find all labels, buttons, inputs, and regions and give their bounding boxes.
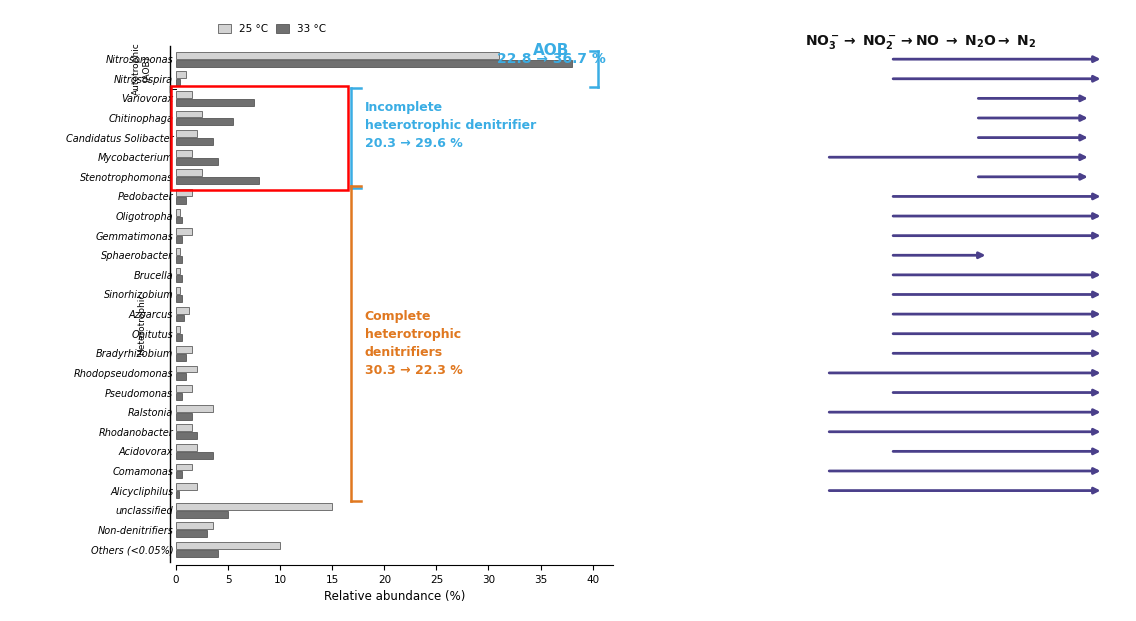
Bar: [176, 91, 192, 98]
Bar: [176, 158, 218, 165]
Bar: [176, 373, 186, 380]
Bar: [176, 236, 182, 243]
Bar: [176, 79, 181, 86]
Text: Complete
heterotrophic
denitrifiers
30.3 → 22.3 %: Complete heterotrophic denitrifiers 30.3…: [365, 310, 462, 377]
Bar: [176, 530, 207, 537]
Bar: [176, 178, 259, 184]
Bar: [176, 503, 332, 510]
Bar: [176, 464, 192, 471]
Bar: [176, 130, 197, 137]
Bar: [176, 522, 212, 529]
Bar: [176, 189, 192, 196]
Bar: [176, 60, 571, 66]
Bar: [176, 471, 182, 478]
Bar: [176, 327, 181, 333]
Text: Heterotrophic: Heterotrophic: [137, 292, 145, 355]
Bar: [176, 405, 212, 412]
Legend: 25 °C, 33 °C: 25 °C, 33 °C: [214, 20, 331, 39]
Bar: [176, 248, 181, 255]
Bar: [176, 197, 186, 204]
Bar: [176, 256, 182, 263]
Bar: [176, 354, 186, 361]
Bar: [176, 71, 186, 78]
Bar: [176, 412, 192, 420]
Bar: [176, 287, 181, 294]
Bar: [176, 510, 228, 517]
Bar: [176, 491, 179, 498]
Bar: [176, 366, 197, 373]
Bar: [176, 393, 182, 400]
Bar: [176, 138, 212, 145]
Bar: [176, 150, 192, 156]
Bar: [176, 295, 182, 302]
Text: Incomplete
heterotrophic denitrifier
20.3 → 29.6 %: Incomplete heterotrophic denitrifier 20.…: [365, 101, 536, 150]
Bar: [176, 542, 281, 549]
Text: $\mathbf{NO_3^-}$$\mathbf{\rightarrow}$ $\mathbf{NO_2^-}$$\mathbf{\rightarrow}$$: $\mathbf{NO_3^-}$$\mathbf{\rightarrow}$ …: [804, 34, 1036, 52]
X-axis label: Relative abundance (%): Relative abundance (%): [324, 591, 466, 604]
Bar: [176, 452, 212, 459]
Bar: [176, 209, 181, 215]
Bar: [176, 385, 192, 392]
Bar: [176, 268, 181, 274]
Bar: [176, 550, 218, 557]
Bar: [176, 346, 192, 353]
Bar: [176, 444, 197, 451]
Bar: [176, 52, 499, 58]
Text: AOB: AOB: [533, 43, 569, 58]
Bar: [176, 99, 254, 106]
Bar: [176, 483, 197, 490]
Bar: [176, 170, 202, 176]
Bar: [176, 424, 192, 431]
Bar: [176, 432, 197, 439]
Bar: [176, 111, 202, 117]
Text: 22.8 → 36.7 %: 22.8 → 36.7 %: [496, 52, 605, 66]
Bar: [176, 119, 233, 125]
Bar: [176, 229, 192, 235]
Bar: [176, 217, 182, 224]
Bar: [176, 334, 182, 341]
Bar: [176, 307, 189, 314]
Bar: [176, 315, 184, 322]
Text: Autotrophic
(AOB): Autotrophic (AOB): [132, 43, 151, 96]
Bar: [176, 275, 182, 282]
